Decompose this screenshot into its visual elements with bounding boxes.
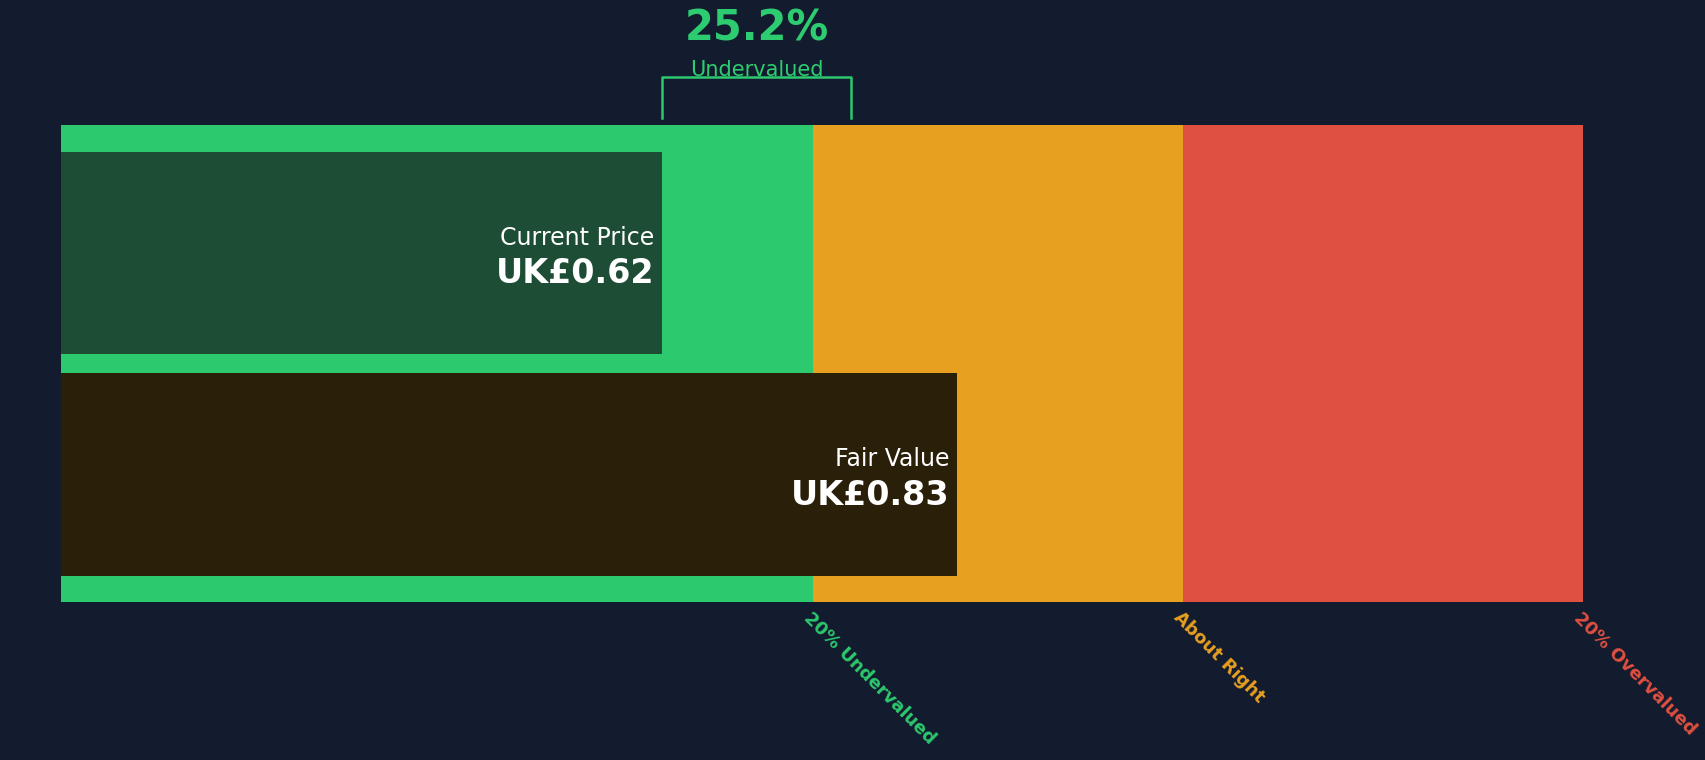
Bar xyxy=(61,373,957,575)
Text: 25.2%: 25.2% xyxy=(684,8,829,49)
Text: 20% Overvalued: 20% Overvalued xyxy=(1569,609,1698,738)
Bar xyxy=(813,125,1182,602)
Bar xyxy=(1182,125,1582,602)
Text: About Right: About Right xyxy=(1170,609,1267,707)
Text: 20% Undervalued: 20% Undervalued xyxy=(800,609,938,747)
Text: Current Price: Current Price xyxy=(500,226,655,249)
Text: UK£0.83: UK£0.83 xyxy=(791,479,950,511)
Text: UK£0.62: UK£0.62 xyxy=(496,257,655,290)
Bar xyxy=(61,125,813,602)
Bar xyxy=(61,151,662,354)
Text: Undervalued: Undervalued xyxy=(689,60,824,80)
Text: Fair Value: Fair Value xyxy=(834,447,950,471)
